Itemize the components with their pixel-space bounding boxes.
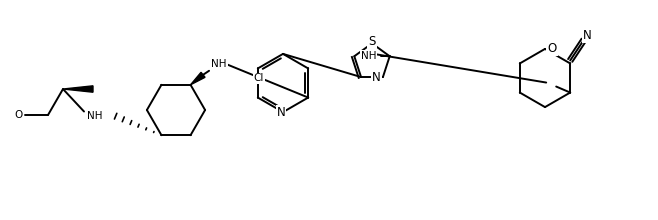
Text: S: S [368, 35, 376, 48]
Text: NH: NH [87, 111, 102, 121]
Text: N: N [276, 106, 286, 119]
Text: NH: NH [361, 51, 376, 61]
Text: O: O [547, 42, 557, 55]
Text: O: O [14, 110, 22, 120]
Polygon shape [191, 72, 205, 85]
Text: N: N [372, 71, 381, 84]
Text: Cl: Cl [253, 73, 264, 83]
Polygon shape [63, 86, 93, 92]
Text: N: N [584, 29, 592, 42]
Text: NH: NH [211, 59, 227, 69]
